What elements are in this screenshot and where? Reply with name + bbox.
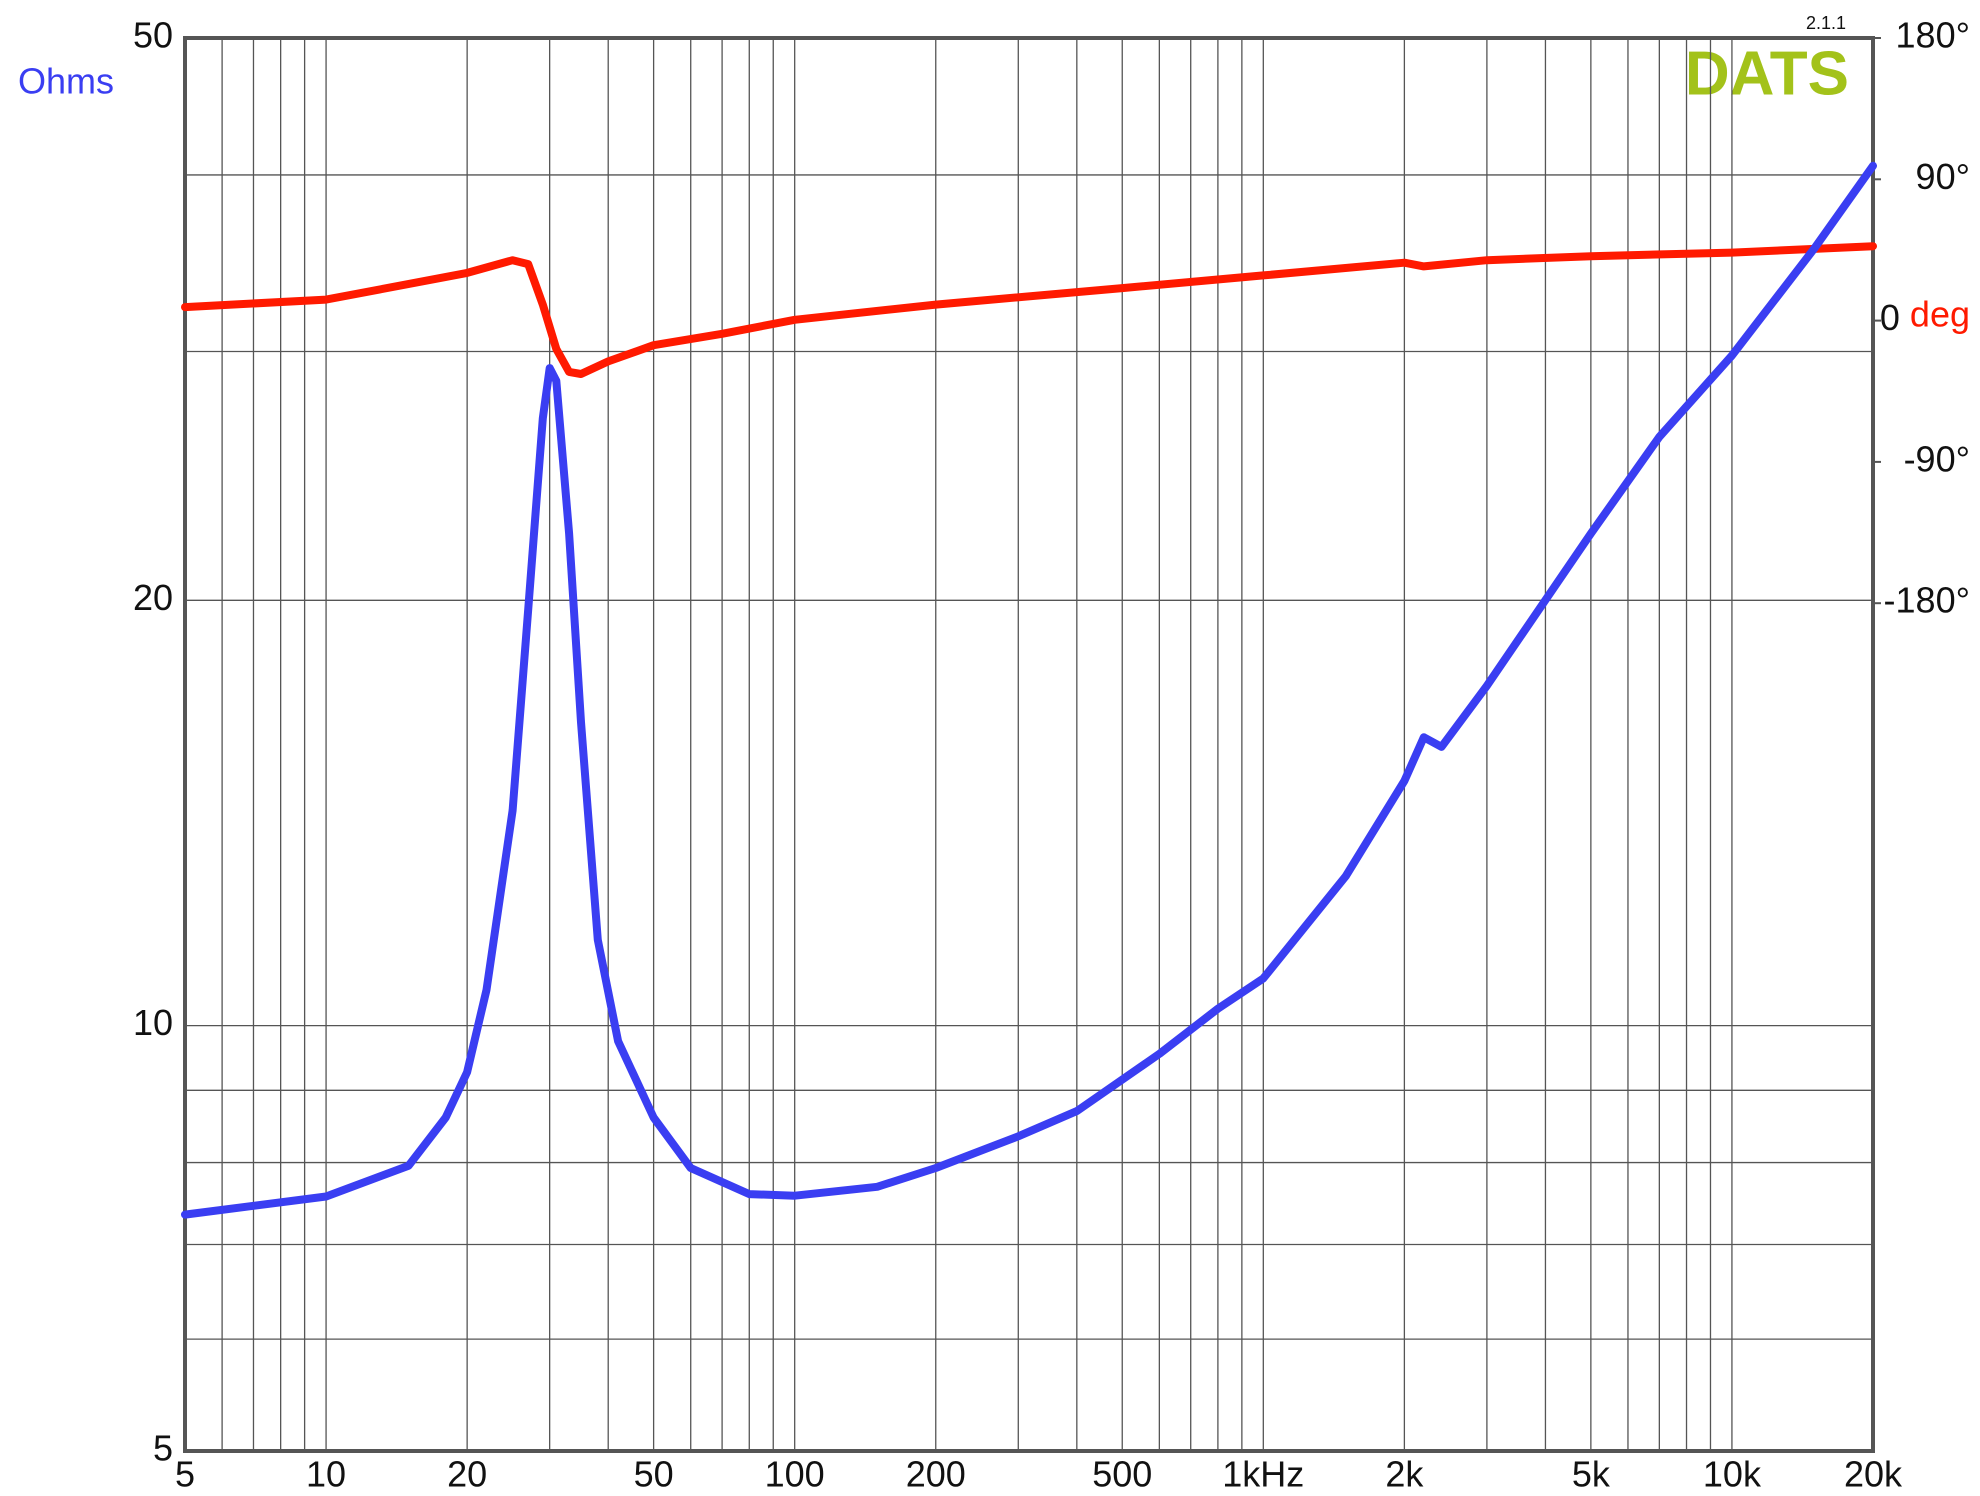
x-tick-label: 10 xyxy=(306,1454,346,1495)
x-tick-label: 2k xyxy=(1385,1454,1424,1495)
y2-tick-label: -90° xyxy=(1904,438,1970,479)
y-tick-label: 50 xyxy=(133,15,173,56)
y-tick-label: 10 xyxy=(133,1002,173,1043)
y2-tick-label: -180° xyxy=(1884,580,1970,621)
logo: DATS xyxy=(1685,39,1849,108)
y2-tick-label: 0 xyxy=(1880,297,1900,338)
x-tick-label: 100 xyxy=(765,1454,825,1495)
version: 2.1.1 xyxy=(1806,13,1846,33)
y-tick-label: 5 xyxy=(153,1428,173,1469)
x-tick-label: 20k xyxy=(1844,1454,1903,1495)
x-tick-label: 500 xyxy=(1092,1454,1152,1495)
y2-axis-label: deg xyxy=(1910,294,1970,335)
x-tick-label: 20 xyxy=(447,1454,487,1495)
x-tick-label: 10k xyxy=(1703,1454,1762,1495)
y-axis-label: Ohms xyxy=(18,61,114,102)
series-line xyxy=(181,161,1877,1219)
x-tick-label: 5k xyxy=(1572,1454,1611,1495)
series-line xyxy=(181,242,1877,378)
x-tick-label: 5 xyxy=(175,1454,195,1495)
y-tick-label: 20 xyxy=(133,577,173,618)
y2-tick-label: 180° xyxy=(1896,15,1970,56)
x-tick-label: 200 xyxy=(906,1454,966,1495)
y2-tick-label: 90° xyxy=(1916,156,1970,197)
x-tick-label: 1kHz xyxy=(1222,1454,1304,1495)
plot-frame xyxy=(183,36,1875,1453)
x-tick-label: 50 xyxy=(634,1454,674,1495)
